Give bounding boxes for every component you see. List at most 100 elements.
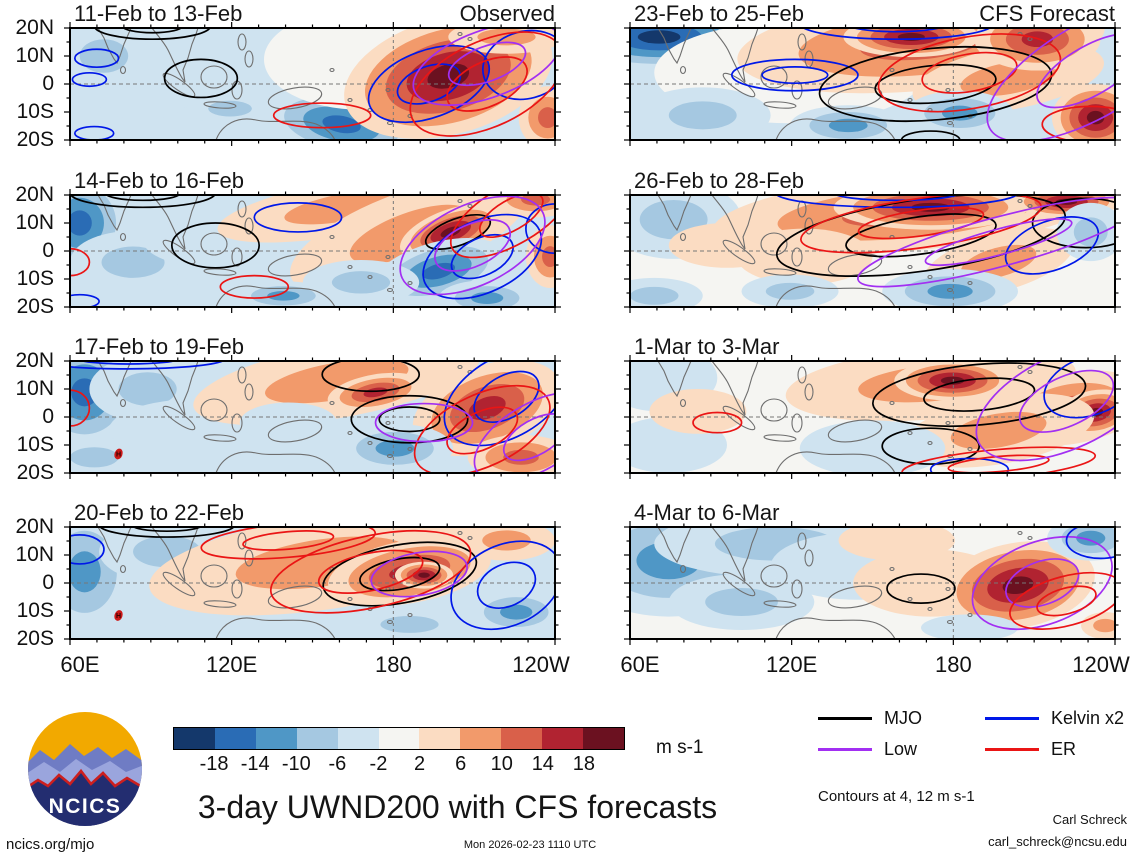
colorbar-units: m s-1 (656, 737, 704, 758)
legend-label: Low (884, 739, 918, 759)
x-tick-label: 60E (620, 652, 660, 677)
colorbar-tick-label: 10 (490, 753, 513, 775)
colorbar-cell (378, 728, 420, 749)
y-tick-label: 20S (16, 627, 54, 650)
logo-text: NCICS (49, 795, 122, 818)
panel-title: 26-Feb to 28-Feb (634, 168, 804, 193)
colorbar-cell (214, 728, 256, 749)
legend-item-low: Low (818, 739, 917, 760)
panel-title: 20-Feb to 22-Feb (74, 500, 244, 525)
colorbar-cell (542, 728, 584, 749)
y-axis-labels: 20N 10N 0 10S 20S (2, 349, 60, 484)
panel-title: 11-Feb to 13-Feb (74, 1, 243, 26)
tropical-cyclone-marker: H (114, 448, 123, 460)
panel-map (624, 22, 1121, 146)
legend-item-er: ER (985, 739, 1076, 760)
y-axis-labels: 20N 10N 0 10S 20S (2, 515, 60, 650)
colorbar-tick-label: -18 (199, 753, 229, 775)
y-tick-label: 20N (15, 515, 54, 538)
site-url: ncics.org/mjo (6, 836, 95, 853)
panels-grid: 11-Feb to 13-Feb Observed 20N 10N 0 10S 20S 23-… (2, 1, 1129, 682)
y-tick-label: 20S (16, 128, 54, 151)
panel-title: 17-Feb to 19-Feb (74, 334, 244, 359)
colorbar-cell (337, 728, 379, 749)
legend-line-swatch (818, 748, 872, 751)
colorbar-tick-label: -10 (281, 753, 311, 775)
panel-map (624, 189, 1121, 313)
svg-text:H: H (116, 613, 121, 620)
y-tick-label: 10S (16, 599, 54, 622)
contour-legend: MJO Kelvin x2 Low ER (818, 708, 1130, 768)
y-tick-label: 20N (15, 16, 54, 39)
panel-map (624, 521, 1121, 645)
panel-map (624, 355, 1121, 479)
y-tick-label: 10N (15, 211, 54, 234)
y-tick-label: 20S (16, 461, 54, 484)
author-credit: Carl Schreck (1052, 812, 1127, 827)
x-tick-label: 120E (765, 652, 818, 677)
x-tick-label: 180 (374, 652, 412, 677)
legend-line-swatch (985, 717, 1039, 720)
logo-red-ridgeline (28, 768, 142, 790)
contours-note: Contours at 4, 12 m s-1 (818, 788, 975, 805)
x-tick-label: 180 (934, 652, 972, 677)
x-axis-labels: 60E 120E 180 120W (620, 652, 1129, 682)
legend-label: Kelvin x2 (1051, 708, 1125, 728)
y-tick-label: 20N (15, 183, 54, 206)
colorbar-cell (174, 728, 215, 749)
colorbar-tick-label: 18 (572, 753, 596, 775)
panel-map (64, 189, 561, 313)
y-tick-label: 10N (15, 543, 54, 566)
panel-title: 23-Feb to 25-Feb (634, 1, 804, 26)
x-tick-label: 120W (1072, 652, 1130, 677)
colorbar-cell (296, 728, 338, 749)
y-tick-label: 10S (16, 267, 54, 290)
timestamp: Mon 2026-02-23 1110 UTC (463, 839, 597, 851)
y-tick-label: 20S (16, 295, 54, 318)
y-tick-label: 0 (42, 405, 54, 428)
colorbar-cell (419, 728, 461, 749)
legend-label: MJO (884, 708, 922, 728)
panel-title: 1-Mar to 3-Mar (634, 334, 780, 359)
main-title: 3-day UWND200 with CFS forecasts (197, 789, 718, 825)
y-tick-label: 0 (42, 72, 54, 95)
tropical-cyclone-marker: H (114, 610, 123, 621)
panel-title: 14-Feb to 16-Feb (74, 168, 244, 193)
y-axis-labels: 20N 10N 0 10S 20S (2, 16, 60, 151)
panel-map: H (64, 521, 561, 645)
svg-text:H: H (116, 452, 121, 459)
colorbar-tick-label: -14 (240, 753, 270, 775)
y-tick-label: 0 (42, 571, 54, 594)
author-email: carl_schreck@ncsu.edu (988, 834, 1127, 849)
colorbar-tick-label: 2 (413, 753, 426, 775)
x-tick-label: 120E (205, 652, 258, 677)
y-tick-label: 0 (42, 239, 54, 262)
legend-item-kelvin: Kelvin x2 (985, 708, 1124, 729)
colorbar-cell (501, 728, 543, 749)
y-tick-label: 20N (15, 349, 54, 372)
legend-label: ER (1051, 739, 1077, 759)
ncics-logo: NCICS (28, 712, 142, 826)
colorbar (173, 727, 625, 750)
colorbar-tick-labels: -18 -14 -10 -6 -2 2 6 10 14 18 (173, 753, 625, 777)
y-axis-labels: 20N 10N 0 10S 20S (2, 183, 60, 318)
y-tick-label: 10N (15, 377, 54, 400)
x-tick-label: 120W (512, 652, 570, 677)
legend-line-swatch (818, 717, 872, 720)
panel-map (64, 22, 561, 146)
colorbar-cell (255, 728, 297, 749)
panel-map: H (64, 355, 561, 479)
colorbar-tick-label: -2 (369, 753, 388, 775)
colorbar-tick-label: 6 (455, 753, 467, 775)
colorbar-tick-label: 14 (531, 753, 554, 775)
y-tick-label: 10N (15, 44, 54, 67)
logo-near-ridge (28, 771, 142, 826)
colorbar-cell (460, 728, 502, 749)
panel-corner-label: Observed (459, 1, 555, 26)
y-tick-label: 10S (16, 433, 54, 456)
x-axis-labels: 60E 120E 180 120W (60, 652, 569, 682)
legend-item-mjo: MJO (818, 708, 922, 729)
panel-corner-label: CFS Forecast (979, 1, 1115, 26)
colorbar-cell (583, 728, 624, 749)
